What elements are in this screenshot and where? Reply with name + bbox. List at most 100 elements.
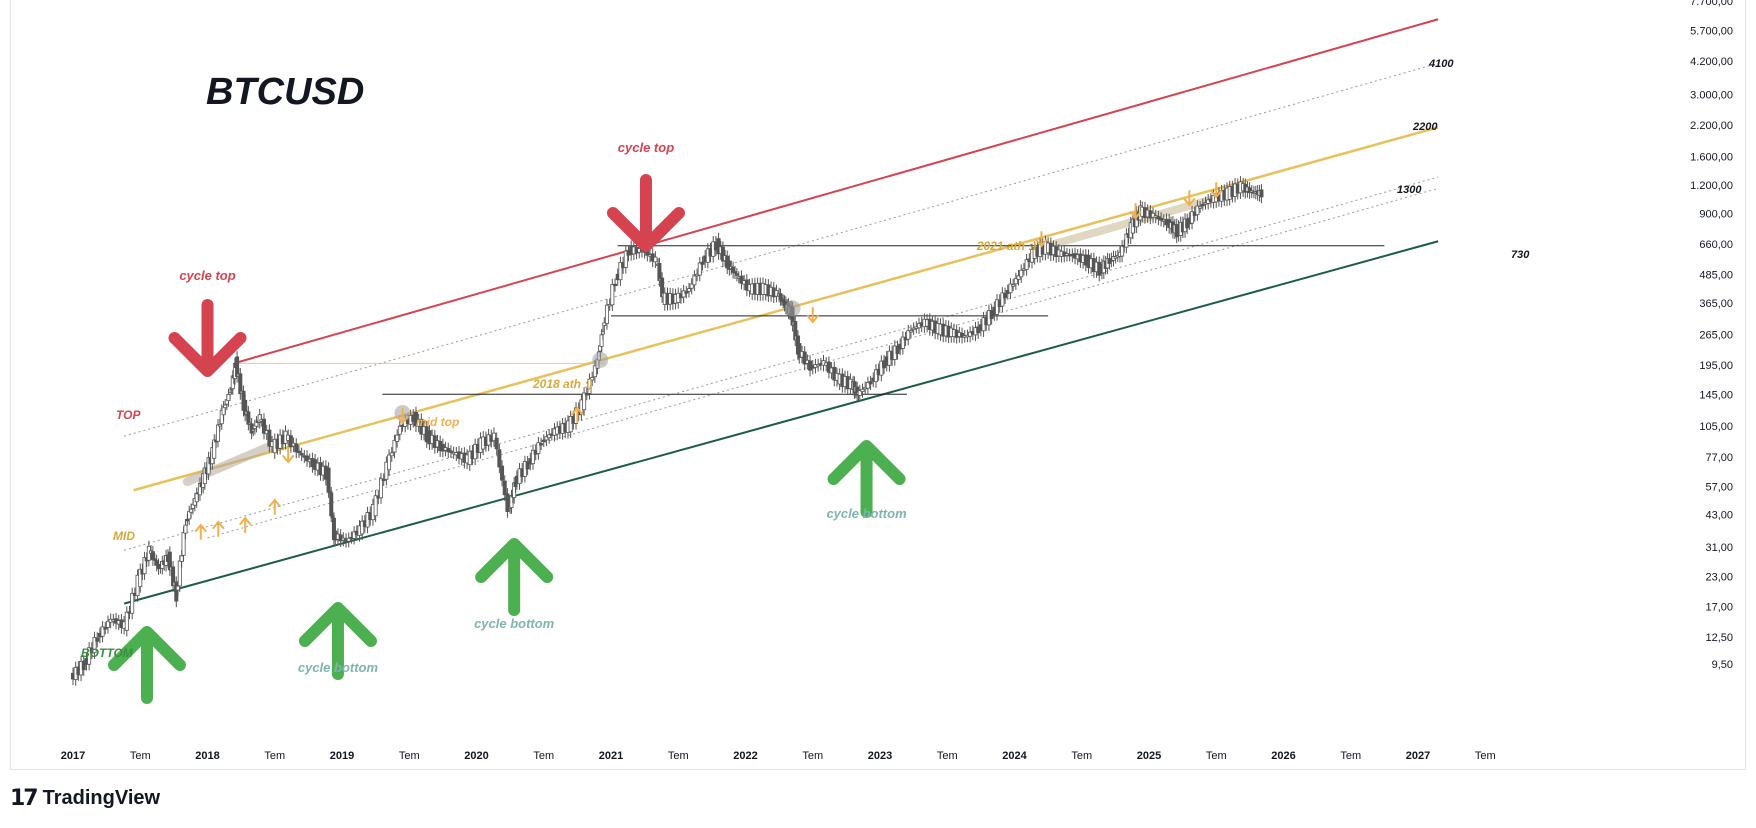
candle-body [1124, 233, 1129, 248]
candle-body [92, 637, 97, 654]
candle-body [604, 304, 609, 324]
candle-body [130, 593, 135, 614]
top-channel-line [236, 18, 1439, 364]
candle-body [1013, 278, 1018, 285]
candle-body [152, 558, 157, 561]
candle-body [684, 291, 689, 294]
bottom-channel-label: BOTTOM [81, 646, 134, 660]
candle-body [1159, 217, 1164, 221]
candle-body [1200, 203, 1205, 207]
candle-body [392, 440, 397, 453]
y-tick-label: 660,00 [1699, 239, 1733, 251]
x-tick-label: 2027 [1406, 750, 1430, 762]
x-tick-label: Tem [802, 750, 823, 762]
candle-body [505, 493, 510, 512]
y-tick-label: 9,50 [1712, 659, 1733, 671]
candle-body [700, 261, 705, 265]
candle-body [599, 334, 604, 347]
x-tick-label: 2018 [195, 750, 219, 762]
candle-body [590, 377, 595, 381]
candle-body [826, 361, 831, 373]
candle-body [568, 415, 573, 433]
small-up-arrow-icon [239, 516, 252, 533]
x-tick-label: 2024 [1002, 750, 1027, 762]
candle-body [911, 327, 916, 330]
candle-body [613, 283, 618, 287]
candle-body [734, 273, 739, 276]
candle-body [448, 450, 453, 453]
candle-body [267, 429, 272, 447]
small-up-arrow-icon [268, 498, 281, 515]
candle-body [857, 390, 862, 396]
y-tick-label: 485,00 [1699, 270, 1733, 282]
x-tick-label: Tem [937, 750, 958, 762]
y-tick-label: 12,50 [1705, 632, 1733, 644]
candle-body [908, 330, 913, 333]
candle-body [189, 508, 194, 513]
small-up-arrow-icon [194, 523, 207, 540]
small-up-arrow-icon [212, 520, 225, 537]
candle-body [1190, 211, 1195, 224]
candle-body [352, 531, 357, 539]
ath-2021-label: 2021 ath :) [976, 239, 1036, 253]
x-tick-label: 2021 [599, 750, 623, 762]
candle-body [124, 611, 129, 631]
candle-body [539, 443, 544, 446]
candle-body [497, 449, 502, 468]
candle-body [692, 275, 697, 286]
chart-title: BTCUSD [206, 71, 364, 113]
y-tick-label: 900,00 [1699, 208, 1733, 220]
x-tick-label: Tem [399, 750, 420, 762]
x-tick-label: Tem [1206, 750, 1227, 762]
y-tick-label: 145,00 [1699, 389, 1733, 401]
level-label-4100: 4100 [1428, 58, 1454, 70]
candle-body [142, 557, 147, 575]
x-tick-label: Tem [1340, 750, 1361, 762]
small-down-arrow-icon [1210, 182, 1223, 199]
chart-svg[interactable]: 7.700,00 5.700,00 4.200,00 3.000,00 2.200,00… [11, 0, 1747, 770]
small-down-arrow-icon [806, 307, 819, 324]
candle-body [536, 442, 541, 454]
touch-circle [784, 300, 801, 317]
candle-body [384, 461, 389, 480]
y-tick-label: 105,00 [1699, 421, 1733, 433]
small-down-arrow-icon [282, 447, 295, 464]
small-down-arrow-icon [1035, 231, 1048, 248]
candle-body [797, 343, 802, 358]
candle-body [720, 246, 725, 262]
candle-body [868, 381, 873, 385]
candle-body [802, 351, 807, 365]
tradingview-brand[interactable]: 17 TradingView [10, 786, 160, 811]
cycle-bottom-label: cycle bottom [474, 616, 555, 631]
candle-body [584, 393, 589, 396]
level-label-1300: 1300 [1397, 184, 1422, 196]
candle-body [547, 434, 552, 439]
candle-body [288, 435, 293, 448]
x-tick-label: 2019 [330, 750, 354, 762]
chart-frame: 7.700,00 5.700,00 4.200,00 3.000,00 2.200,00… [10, 0, 1746, 770]
x-tick-label: Tem [533, 750, 554, 762]
candle-body [1008, 283, 1013, 294]
candle-body [95, 637, 100, 642]
candle-body [1003, 293, 1008, 299]
candle-body [138, 568, 143, 587]
y-tick-label: 4.200,00 [1690, 56, 1733, 68]
candle-body [294, 443, 299, 453]
y-tick-label: 195,00 [1699, 360, 1733, 372]
dotted-channel-line [207, 187, 1439, 539]
x-tick-label: 2022 [733, 750, 757, 762]
candle-body [1198, 206, 1203, 209]
candle-body [100, 626, 105, 637]
candle-body [610, 284, 615, 306]
candle-body [502, 480, 507, 496]
x-tick-label: 2023 [868, 750, 892, 762]
candle-body [697, 262, 702, 276]
mid-top-label: mid top [416, 415, 459, 429]
candle-body [525, 461, 530, 470]
x-tick-label: 2020 [464, 750, 488, 762]
y-tick-label: 43,00 [1705, 510, 1733, 522]
candle-body [381, 478, 386, 482]
candle-body [261, 418, 266, 434]
y-tick-label: 265,00 [1699, 330, 1733, 342]
y-tick-label: 5.700,00 [1690, 26, 1733, 38]
